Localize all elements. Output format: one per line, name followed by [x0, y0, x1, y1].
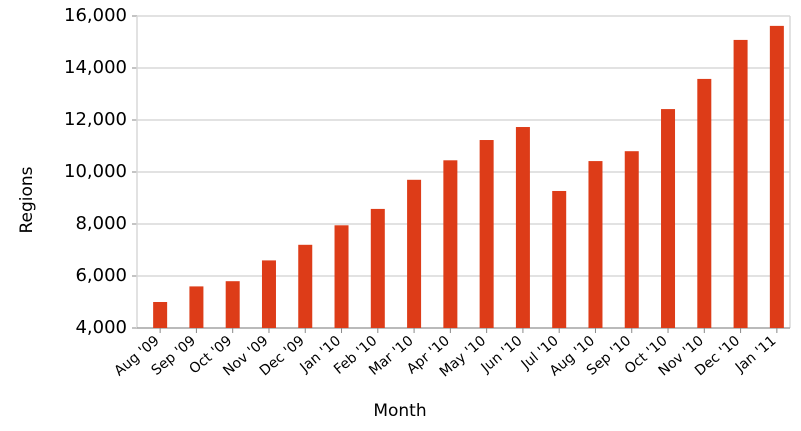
bar [370, 208, 385, 328]
bar [697, 78, 712, 328]
bar [552, 190, 567, 328]
bar [769, 25, 784, 328]
y-tick-label: 8,000 [75, 213, 127, 234]
bar [225, 281, 240, 328]
y-axis-title: Regions [17, 166, 37, 233]
y-tick-label: 12,000 [64, 109, 127, 130]
x-tick-label: Jun '10 [478, 333, 526, 377]
bar [189, 286, 204, 328]
bar [733, 39, 748, 329]
bar [624, 151, 639, 328]
y-tick-label: 16,000 [64, 5, 127, 26]
bar [479, 140, 494, 328]
bar [298, 244, 313, 328]
bar [443, 160, 458, 328]
bar [261, 260, 276, 328]
bar [334, 225, 349, 328]
bar [588, 161, 603, 328]
x-axis-title: Month [373, 401, 426, 421]
bar [661, 109, 676, 328]
x-tick-label: Jan '11 [732, 333, 780, 377]
y-tick-label: 14,000 [64, 57, 127, 78]
bar [407, 179, 422, 328]
bar [153, 302, 168, 328]
y-tick-label: 4,000 [75, 317, 127, 338]
y-tick-label: 10,000 [64, 161, 127, 182]
y-tick-label: 6,000 [75, 265, 127, 286]
bar [515, 127, 530, 329]
